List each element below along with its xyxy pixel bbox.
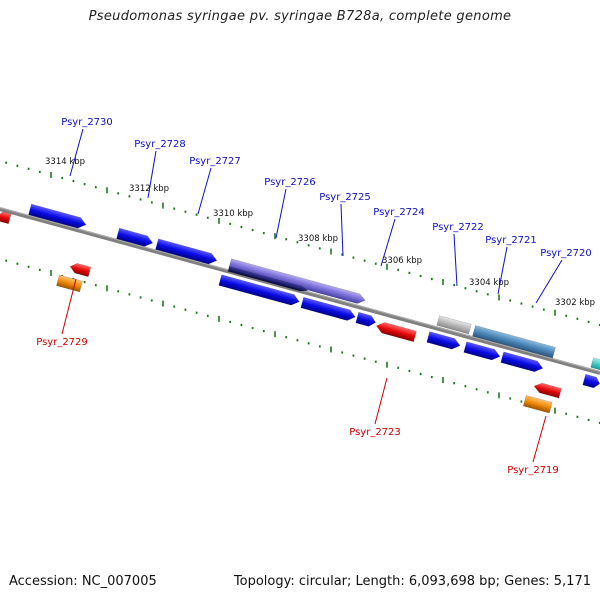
- gene-arrow[interactable]: [0, 211, 12, 225]
- gene-label[interactable]: Psyr_2721: [485, 235, 537, 246]
- leader-line: [374, 377, 388, 425]
- gene-label[interactable]: Psyr_2725: [319, 192, 371, 203]
- scale-tick-label: 3302 kbp: [555, 298, 595, 308]
- gene-label[interactable]: Psyr_2729: [36, 337, 88, 348]
- gene-label[interactable]: Psyr_2726: [264, 177, 316, 188]
- leader-line: [497, 246, 508, 295]
- gene-label[interactable]: Psyr_2724: [373, 207, 425, 218]
- leader-line: [532, 415, 547, 463]
- gene-arrow[interactable]: [116, 227, 155, 248]
- gene-label[interactable]: Psyr_2723: [349, 427, 401, 438]
- gene-label[interactable]: Psyr_2722: [432, 222, 484, 233]
- gene-labels: Psyr_2730Psyr_2728Psyr_2727Psyr_2726Psyr…: [36, 117, 592, 476]
- leader-line: [453, 233, 458, 287]
- scale-tick-label: 3314 kbp: [45, 157, 85, 167]
- leader-line: [197, 167, 212, 215]
- gene-arrow[interactable]: [582, 373, 600, 389]
- gene-arrow[interactable]: [522, 395, 553, 414]
- gene-label[interactable]: Psyr_2720: [540, 248, 592, 259]
- gene-arrow[interactable]: [228, 258, 367, 306]
- gene-label[interactable]: Psyr_2719: [507, 465, 559, 476]
- gene-arrow[interactable]: [436, 315, 472, 335]
- gene-arrow[interactable]: [426, 331, 462, 351]
- gene-arrow[interactable]: [500, 351, 544, 374]
- gene-arrow[interactable]: [155, 238, 219, 266]
- leader-line: [69, 128, 84, 177]
- leader-line: [380, 218, 396, 267]
- accession-text: Accession: NC_007005: [9, 574, 157, 589]
- scale-tick-label: 3304 kbp: [469, 278, 509, 288]
- map-title: Pseudomonas syringae pv. syringae B728a,…: [88, 9, 512, 24]
- gene-arrow[interactable]: [218, 274, 301, 307]
- gene-label[interactable]: Psyr_2730: [61, 117, 113, 128]
- leader-line: [147, 150, 157, 199]
- upper-scale-ticks: [5, 161, 600, 327]
- gene-arrow[interactable]: [28, 203, 88, 230]
- leader-line: [275, 188, 287, 239]
- gene-arrow[interactable]: [69, 262, 92, 277]
- gene-arrow[interactable]: [463, 341, 502, 362]
- leader-line: [535, 259, 563, 304]
- gene-label[interactable]: Psyr_2728: [134, 139, 186, 150]
- gene-arrow[interactable]: [227, 266, 309, 292]
- gene-arrow[interactable]: [355, 311, 377, 328]
- leader-line: [61, 278, 77, 335]
- lower-scale-ticks: [5, 259, 600, 425]
- gene-arrow[interactable]: [533, 381, 562, 399]
- gene-arrow[interactable]: [590, 357, 600, 372]
- gene-arrow[interactable]: [300, 296, 357, 322]
- scale-tick-label: 3308 kbp: [298, 234, 338, 244]
- label-leader-lines: [61, 128, 563, 463]
- leader-line: [340, 203, 344, 257]
- gene-label[interactable]: Psyr_2727: [189, 156, 241, 167]
- scale-tick-label: 3310 kbp: [213, 209, 253, 219]
- genome-summary-text: Topology: circular; Length: 6,093,698 bp…: [233, 574, 591, 589]
- scale-tick-label: 3306 kbp: [382, 256, 422, 266]
- gene-arrow[interactable]: [375, 321, 417, 343]
- gene-features[interactable]: [0, 203, 600, 414]
- gene-arrow[interactable]: [56, 274, 83, 293]
- gene-arrow[interactable]: [472, 325, 556, 359]
